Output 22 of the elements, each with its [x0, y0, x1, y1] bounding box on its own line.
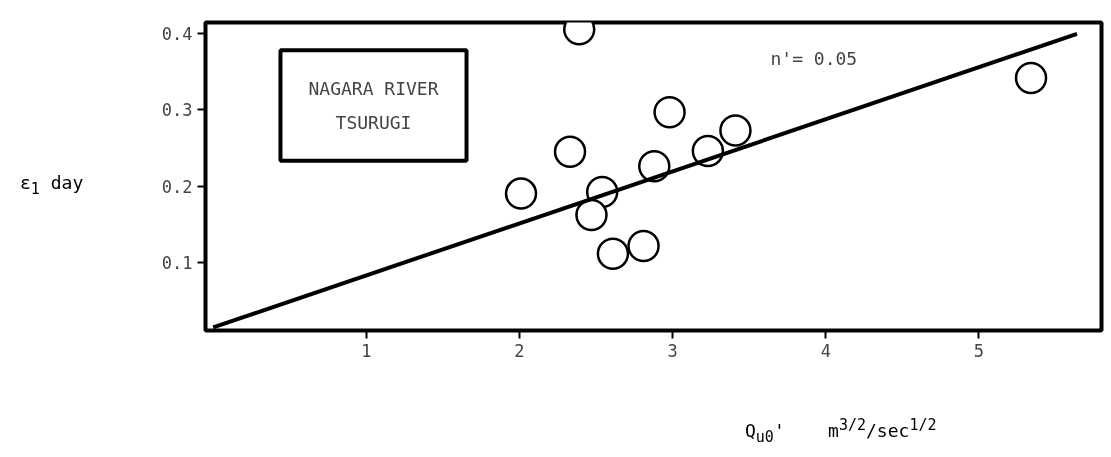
text: TSURUGI — [335, 111, 412, 133]
x-tick-label: 5 — [973, 340, 985, 361]
point — [719, 114, 752, 147]
x-tick-label: 2 — [514, 340, 525, 361]
x-tick-label: 4 — [820, 340, 831, 361]
y-axis-title: ε$_{1}$ day — [20, 171, 84, 200]
point — [596, 237, 630, 270]
y-tick-label: 0.4 — [161, 24, 193, 45]
y-tick-label: 0.2 — [161, 176, 193, 197]
point — [575, 198, 608, 232]
text: NAGARA RIVER — [308, 78, 439, 100]
point — [627, 229, 660, 263]
point — [504, 177, 538, 210]
point — [653, 96, 686, 129]
point — [1014, 61, 1048, 95]
y-tick-label: 0.3 — [161, 100, 193, 121]
x-axis-title: Q$_{u0}$' m$^{3/2}$/sec$^{1/2}$ — [745, 415, 937, 448]
x-tick-label: 3 — [667, 340, 678, 361]
point — [553, 135, 587, 168]
y-tick-label: 0.1 — [161, 252, 193, 273]
annotation: n'= 0.05 — [770, 47, 858, 69]
x-tick-label: 1 — [361, 340, 372, 361]
